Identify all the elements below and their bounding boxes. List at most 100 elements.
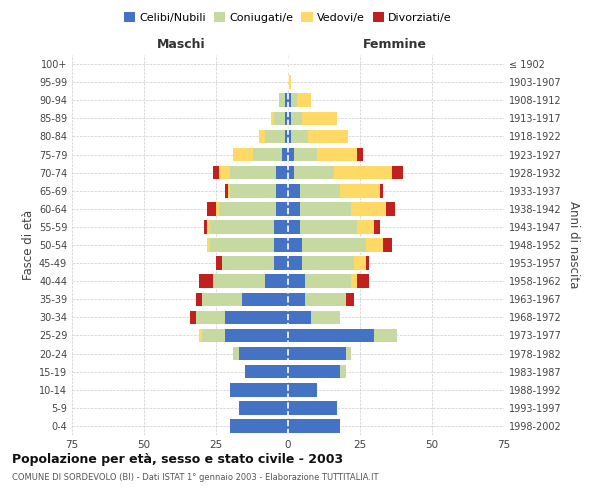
Bar (208, 220, 210, 234)
Bar (274, 220, 288, 234)
Bar (210, 220, 274, 234)
Bar (242, 292, 288, 306)
Bar (383, 238, 392, 252)
Bar (224, 310, 288, 324)
Bar (299, 220, 357, 234)
Bar (285, 94, 288, 107)
Bar (352, 202, 386, 215)
Bar (208, 202, 216, 215)
Bar (227, 184, 230, 198)
Bar (288, 383, 317, 396)
Bar (213, 274, 265, 288)
Bar (308, 130, 349, 143)
Bar (280, 94, 285, 107)
Bar (216, 202, 219, 215)
Bar (277, 166, 288, 179)
Bar (288, 202, 299, 215)
Bar (288, 328, 374, 342)
Bar (357, 220, 374, 234)
Bar (288, 166, 294, 179)
Bar (302, 238, 366, 252)
Bar (199, 274, 213, 288)
Text: Maschi: Maschi (157, 38, 206, 52)
Bar (392, 166, 403, 179)
Bar (282, 148, 288, 162)
Bar (291, 94, 296, 107)
Bar (302, 256, 354, 270)
Bar (230, 166, 277, 179)
Bar (216, 256, 222, 270)
Bar (291, 130, 308, 143)
Bar (302, 112, 337, 125)
Bar (294, 148, 317, 162)
Text: Femmine: Femmine (362, 38, 427, 52)
Bar (233, 347, 239, 360)
Bar (288, 292, 305, 306)
Bar (208, 238, 210, 252)
Bar (222, 256, 274, 270)
Bar (219, 202, 277, 215)
Bar (196, 292, 202, 306)
Bar (219, 166, 230, 179)
Y-axis label: Fasce di età: Fasce di età (22, 210, 35, 280)
Bar (277, 202, 288, 215)
Bar (357, 274, 368, 288)
Bar (202, 292, 242, 306)
Bar (190, 310, 196, 324)
Bar (380, 184, 383, 198)
Bar (253, 148, 282, 162)
Bar (277, 184, 288, 198)
Bar (305, 274, 352, 288)
Bar (340, 365, 346, 378)
Bar (213, 166, 219, 179)
Bar (265, 130, 285, 143)
Bar (291, 112, 302, 125)
Text: COMUNE DI SORDEVOLO (BI) - Dati ISTAT 1° gennaio 2003 - Elaborazione TUTTITALIA.: COMUNE DI SORDEVOLO (BI) - Dati ISTAT 1°… (12, 472, 379, 482)
Bar (294, 166, 334, 179)
Bar (288, 184, 299, 198)
Bar (374, 220, 380, 234)
Bar (265, 274, 288, 288)
Bar (346, 347, 352, 360)
Bar (288, 76, 291, 89)
Bar (210, 238, 274, 252)
Bar (311, 310, 340, 324)
Bar (224, 328, 288, 342)
Bar (299, 184, 340, 198)
Bar (340, 184, 380, 198)
Bar (357, 148, 363, 162)
Bar (299, 202, 352, 215)
Bar (230, 383, 288, 396)
Bar (288, 274, 305, 288)
Legend: Celibi/Nubili, Coniugati/e, Vedovi/e, Divorziati/e: Celibi/Nubili, Coniugati/e, Vedovi/e, Di… (120, 8, 456, 28)
Bar (239, 401, 288, 414)
Bar (288, 220, 299, 234)
Bar (354, 256, 366, 270)
Bar (245, 365, 288, 378)
Bar (230, 184, 277, 198)
Bar (196, 310, 224, 324)
Bar (317, 148, 357, 162)
Bar (288, 365, 340, 378)
Bar (288, 94, 291, 107)
Bar (271, 112, 274, 125)
Bar (334, 166, 392, 179)
Bar (285, 112, 288, 125)
Bar (199, 328, 202, 342)
Bar (288, 238, 302, 252)
Bar (305, 292, 346, 306)
Bar (288, 419, 340, 432)
Text: Popolazione per età, sesso e stato civile - 2003: Popolazione per età, sesso e stato civil… (12, 452, 343, 466)
Bar (230, 419, 288, 432)
Bar (239, 347, 288, 360)
Bar (288, 256, 302, 270)
Bar (296, 94, 311, 107)
Bar (205, 220, 208, 234)
Bar (366, 256, 368, 270)
Bar (274, 112, 285, 125)
Bar (346, 292, 354, 306)
Bar (288, 310, 311, 324)
Bar (288, 112, 291, 125)
Bar (288, 130, 291, 143)
Bar (352, 274, 357, 288)
